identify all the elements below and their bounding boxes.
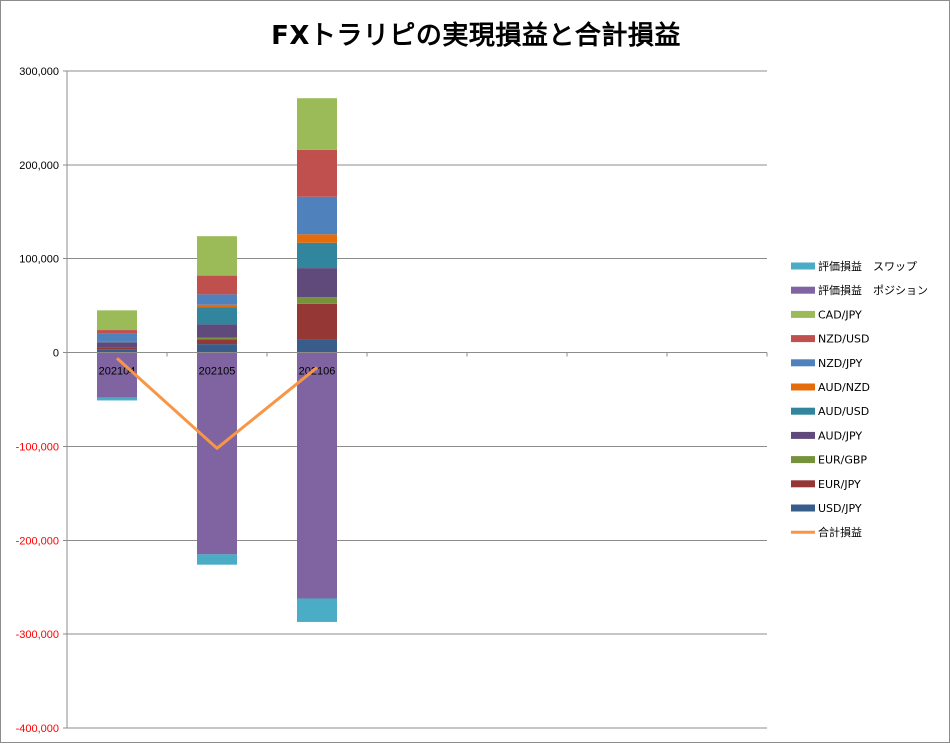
legend-swatch — [791, 432, 815, 439]
bar-segment-202106-3 — [297, 268, 337, 297]
bar-segment-202104-6 — [97, 334, 137, 342]
legend-label: NZD/JPY — [818, 357, 863, 370]
y-tick-label: -400,000 — [16, 723, 59, 735]
bar-segment-202106-10 — [297, 598, 337, 621]
legend-label: AUD/USD — [818, 405, 869, 418]
bar-segment-202106-4 — [297, 243, 337, 268]
bar-segment-202106-7 — [297, 150, 337, 197]
bar-segment-202105-10 — [197, 554, 237, 564]
bar-segment-202105-1 — [197, 339, 237, 344]
legend-swatch — [791, 505, 815, 512]
legend-label: AUD/NZD — [818, 381, 870, 394]
bar-segment-202106-1 — [297, 304, 337, 340]
legend-swatch — [791, 335, 815, 342]
legend-swatch — [791, 311, 815, 318]
y-tick-label: 300,000 — [19, 66, 59, 78]
legend-label: 評価損益 ポジション — [818, 283, 928, 297]
y-tick-label: 0 — [53, 348, 59, 360]
legend-swatch — [791, 263, 815, 270]
legend-swatch — [791, 456, 815, 463]
bar-segment-202106-0 — [297, 339, 337, 352]
legend-swatch — [791, 287, 815, 294]
bar-segment-202106-8 — [297, 98, 337, 150]
bar-segment-202104-3 — [97, 342, 137, 348]
bar-segment-202105-4 — [197, 308, 237, 325]
y-tick-label: -300,000 — [16, 629, 59, 641]
y-tick-label: -100,000 — [16, 441, 59, 453]
legend-label: 評価損益 スワップ — [818, 259, 917, 273]
y-axis-ticks: 300,000 200,000 100,000 0 -100,000 -200,000 -3… — [16, 66, 67, 735]
bar-segment-202105-2 — [197, 338, 237, 340]
bar-segment-202105-6 — [197, 294, 237, 304]
bar-segment-202105-5 — [197, 305, 237, 308]
x-category-label: 202106 — [299, 366, 336, 378]
bar-segment-202106-6 — [297, 197, 337, 235]
legend-swatch — [791, 384, 815, 391]
y-tick-label: 100,000 — [19, 254, 59, 266]
legend-label: EUR/JPY — [818, 478, 861, 491]
bar-segment-202105-7 — [197, 276, 237, 295]
y-tick-label: -200,000 — [16, 535, 59, 547]
bar-segment-202105-0 — [197, 344, 237, 352]
legend-swatch — [791, 359, 815, 366]
bar-segment-202105-3 — [197, 324, 237, 337]
bar-segment-202105-8 — [197, 236, 237, 275]
x-category-label: 202105 — [199, 366, 236, 378]
legend-label: NZD/USD — [818, 333, 869, 346]
bar-segment-202104-10 — [97, 398, 137, 401]
legend-label: EUR/GBP — [818, 454, 867, 467]
bar-segment-202105-9 — [197, 353, 237, 555]
bar-segment-202104-7 — [97, 330, 137, 334]
legend-label: 合計損益 — [818, 525, 862, 539]
bar-segment-202106-2 — [297, 297, 337, 304]
legend-label: CAD/JPY — [818, 308, 862, 321]
bar-segment-202106-9 — [297, 353, 337, 599]
gridlines — [67, 71, 767, 728]
bar-segment-202104-1 — [97, 348, 137, 350]
bar-segment-202104-4 — [97, 341, 137, 342]
bars — [97, 98, 337, 622]
legend-swatch — [791, 480, 815, 487]
bar-segment-202104-8 — [97, 310, 137, 330]
legend-label: AUD/JPY — [818, 429, 862, 442]
bar-segment-202106-5 — [297, 234, 337, 242]
legend-swatch — [791, 408, 815, 415]
y-tick-label: 200,000 — [19, 160, 59, 172]
legend-label: USD/JPY — [818, 502, 862, 515]
